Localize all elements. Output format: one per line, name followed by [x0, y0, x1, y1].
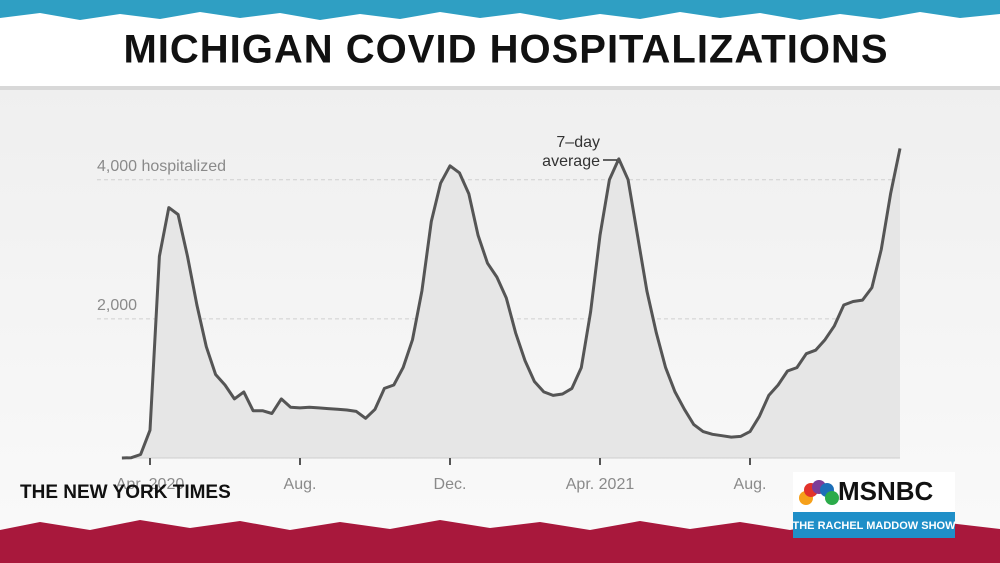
annotation: 7–day — [556, 134, 600, 151]
line — [121, 148, 902, 460]
plot: 2,000 4,000 hospitalized Apr. 2020 Aug. Dec.… — [97, 134, 902, 493]
logo: MSNBC THE RACHEL MADDOW SHOW — [793, 472, 957, 538]
network: MSNBC — [838, 476, 934, 506]
title: MICHIGAN COVID HOSPITALIZATIONS — [123, 28, 888, 72]
x-tick-label: Dec. — [434, 476, 467, 493]
peacock — [799, 480, 839, 505]
area — [121, 148, 900, 458]
bottom-band — [0, 520, 1000, 563]
top-band — [0, 0, 1000, 20]
y-tick-label: 2,000 — [97, 297, 137, 314]
x-tick-label: Apr. 2020 — [116, 476, 185, 493]
x-tick-label: Aug. — [734, 476, 767, 493]
y-tick-label: 4,000 hospitalized — [97, 158, 226, 175]
x-tick-label: Aug. — [284, 476, 317, 493]
show: THE RACHEL MADDOW SHOW — [793, 520, 957, 532]
source: THE NEW YORK TIMES — [20, 482, 231, 503]
title-bar-shadow — [0, 86, 1000, 90]
annotation: average — [542, 153, 600, 170]
x-tick-label: Apr. 2021 — [566, 476, 635, 493]
logo-band — [793, 512, 955, 538]
